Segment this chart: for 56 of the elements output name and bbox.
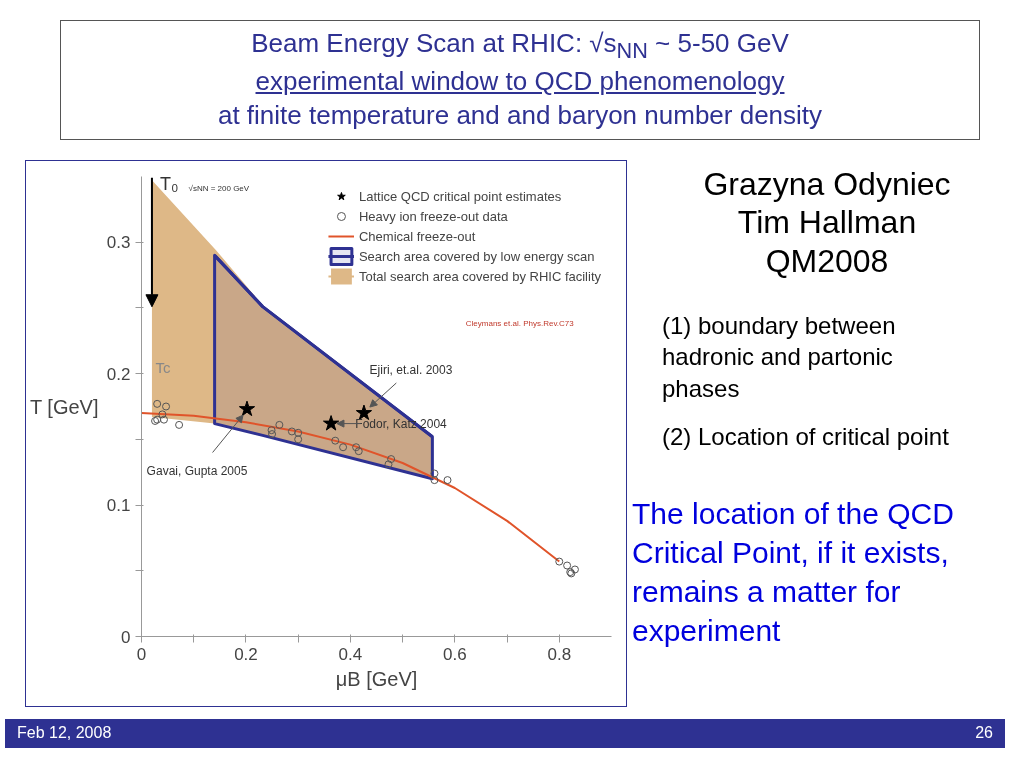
point — [354, 447, 363, 456]
y-tick-label: 0.1 — [106, 496, 131, 516]
x-tick-label: 0.2 — [234, 644, 258, 664]
y-tick-label: 0 — [121, 627, 131, 647]
text: (1) boundary between hadronic and partonic phases — [662, 311, 897, 404]
y-tick-label: 0.2 — [106, 364, 131, 384]
text: Feb 12, 2008 — [17, 723, 112, 743]
point — [159, 415, 168, 424]
text: The location of the QCD Critical Point, if it exists, remains a matter for experiment — [632, 496, 955, 649]
text: (2) Location of critical point — [662, 421, 950, 452]
point — [158, 410, 167, 419]
legend-label: Total search area covered by RHIC facility — [358, 268, 601, 284]
point — [294, 428, 303, 437]
point — [430, 469, 439, 478]
point — [275, 420, 284, 429]
point — [352, 443, 361, 452]
line-series — [141, 412, 561, 563]
point — [322, 415, 340, 431]
point — [175, 420, 184, 429]
point — [555, 557, 564, 566]
point — [331, 436, 340, 445]
point — [153, 399, 162, 408]
x-tick-label: 0 — [136, 644, 147, 664]
point — [294, 435, 303, 444]
chart-subtitle: experimental window to QCD phenomenology at finite temperature and and baryon number density — [217, 66, 823, 131]
annotation: Tc — [155, 358, 172, 376]
point — [268, 430, 277, 439]
x-tick-label: 0.6 — [443, 644, 467, 664]
x-axis-title: μB [GeV] — [335, 667, 418, 690]
point — [563, 561, 572, 570]
point — [287, 427, 296, 436]
x-tick-label: 0.4 — [338, 644, 363, 664]
annotation: Gavai, Gupta 2005 — [146, 464, 248, 479]
point — [267, 426, 276, 435]
annotation: Cleymans et.al. Phys.Rev.C73 — [465, 319, 575, 329]
text: 26 — [975, 723, 993, 743]
y-tick-label: 0.3 — [106, 233, 131, 253]
legend-label: Chemical freeze-out — [358, 228, 476, 244]
legend-label: Heavy ion freeze-out data — [358, 208, 508, 224]
point — [443, 476, 452, 485]
chart-title: Beam Energy Scan at RHIC: √s$_{NN}$ ~ 5-50 GeV — [251, 28, 789, 64]
point — [339, 443, 348, 452]
point — [238, 400, 256, 417]
point — [570, 565, 579, 574]
x-tick-label: 0.8 — [547, 644, 572, 664]
annotation: √sNN = 200 GeV — [188, 183, 250, 193]
legend-label: Lattice QCD critical point estimates — [358, 188, 562, 204]
point — [430, 476, 439, 485]
point — [162, 402, 171, 411]
legend-label: Search area covered by low energy scan — [358, 248, 595, 264]
point — [387, 455, 396, 464]
y-axis-title: T [GeV] — [29, 395, 99, 418]
text: Grazyna Odyniec Tim Hallman QM2008 — [702, 165, 952, 281]
point — [384, 460, 393, 469]
annotation: Ejiri, et.al. 2003 — [369, 363, 453, 378]
annotation: T₀ — [159, 173, 179, 194]
